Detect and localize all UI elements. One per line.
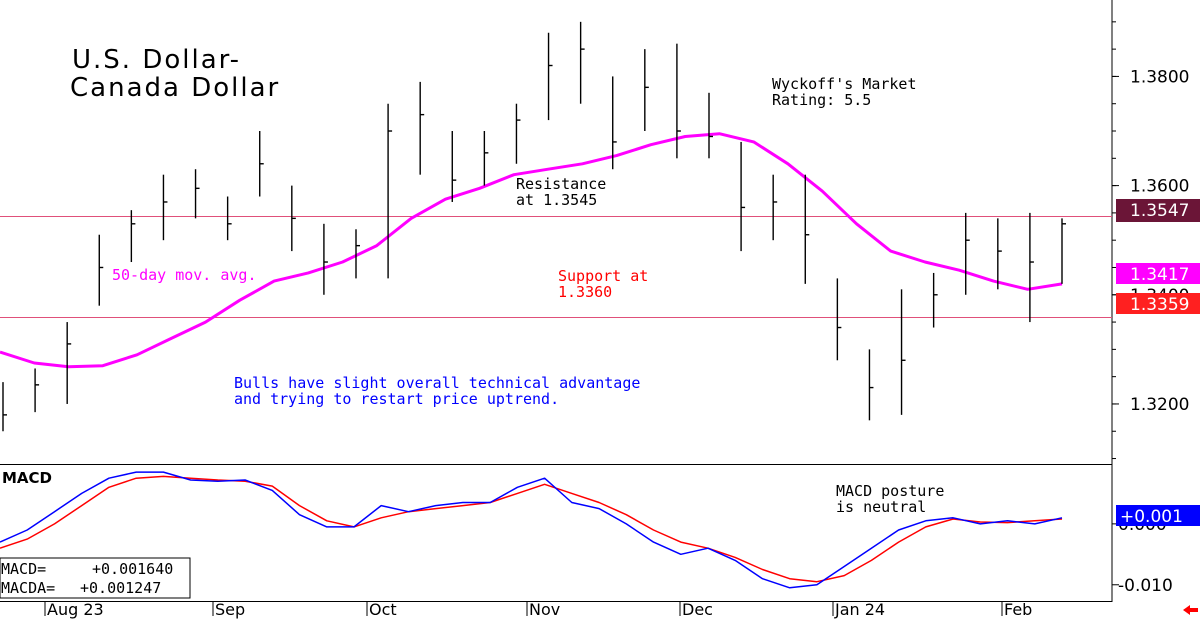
chart-title-line1: U.S. Dollar- [72, 45, 241, 75]
price-bar [547, 32, 553, 121]
macd-values-box: MACD= +0.001640 MACDA= +0.001247 [0, 557, 191, 599]
price-bar [708, 92, 713, 159]
price-bar [162, 174, 168, 241]
price-bar [1061, 218, 1066, 284]
price-bar [997, 218, 1002, 290]
price-bar [579, 21, 585, 104]
macd-panel-title: MACD [2, 469, 52, 487]
price-tick-label: 1.3600 [1130, 177, 1189, 197]
month-label: Dec [682, 600, 713, 619]
support-badge-text: 1.3359 [1130, 295, 1189, 315]
macd-value-label: MACD= [1, 560, 46, 578]
support-label-line1: Support at [558, 267, 648, 285]
price-bar [355, 229, 360, 279]
price-bar [34, 368, 40, 413]
moving-average-layer [0, 132, 1063, 369]
price-bar [226, 196, 232, 241]
resistance-label-line1: Resistance [516, 175, 606, 193]
price-bar [836, 278, 842, 361]
comment-line1: Bulls have slight overall technical adva… [234, 374, 640, 392]
price-bar [932, 272, 938, 328]
month-label: Oct [369, 600, 397, 619]
month-label: Nov [529, 600, 560, 619]
macd-badge: +0.001 [1116, 505, 1200, 527]
chart-title-line2: Canada Dollar [70, 73, 280, 103]
moving-average-badge: 1.3417 [1116, 263, 1200, 285]
macd-tick-label: -0.010 [1118, 576, 1173, 596]
support-label-line2: 1.3360 [558, 283, 612, 301]
moving-average-line [0, 132, 1063, 369]
comment-line2: and trying to restart price uptrend. [234, 390, 559, 408]
macd-series-macda [0, 475, 1063, 583]
macd-note-line1: MACD posture [836, 482, 944, 500]
month-label: Sep [215, 600, 245, 619]
price-bar [900, 289, 906, 415]
support-badge: 1.3359 [1116, 293, 1200, 315]
price-bar [323, 223, 328, 295]
price-bar [965, 212, 970, 295]
rating-line1: Wyckoff's Market [772, 75, 917, 93]
price-bar [804, 174, 810, 284]
macd-note-line2: is neutral [836, 498, 926, 516]
scroll-left-arrow-icon[interactable] [1183, 605, 1198, 615]
moving-average-badge-text: 1.3417 [1130, 265, 1189, 285]
price-bar [419, 81, 425, 175]
macda-value: +0.001247 [80, 579, 161, 597]
price-bar [515, 103, 521, 164]
macda-value-label: MACDA= [1, 579, 55, 597]
price-bar [66, 322, 72, 404]
month-label: Feb [1004, 600, 1032, 619]
moving-average-label: 50-day mov. avg. [112, 266, 257, 284]
price-bar [676, 43, 681, 159]
resistance-label-line2: at 1.3545 [516, 191, 597, 209]
price-bar [98, 234, 104, 306]
price-bar [130, 210, 136, 263]
resistance-badge: 1.3547 [1116, 199, 1200, 222]
macd-lines [0, 471, 1063, 589]
price-bar [2, 382, 7, 432]
price-bars [2, 21, 1066, 432]
month-label: Aug 23 [47, 600, 104, 619]
price-bar [483, 131, 489, 186]
resistance-badge-text: 1.3547 [1130, 201, 1189, 221]
price-bar [194, 169, 200, 219]
price-bar [387, 103, 393, 279]
x-axis: Aug 23 Sep Oct Nov Dec Jan 24 Feb [44, 600, 1032, 619]
price-bar [740, 141, 746, 252]
price-bar [644, 49, 649, 132]
price-tick-label: 1.3200 [1130, 395, 1189, 415]
price-bar [451, 131, 457, 202]
month-label: Jan 24 [834, 600, 885, 619]
price-bar [612, 76, 617, 170]
price-bar [868, 349, 874, 421]
price-bar [1029, 212, 1034, 323]
macd-series-macd [0, 471, 1063, 589]
horizontal-levels [0, 216, 1112, 318]
rating-line2: Rating: 5.5 [772, 91, 871, 109]
price-tick-label: 1.3800 [1130, 67, 1189, 87]
price-bar [259, 131, 264, 197]
price-bar [291, 185, 296, 252]
price-bar [772, 174, 778, 241]
macd-badge-text: +0.001 [1120, 507, 1183, 527]
macd-value: +0.001640 [92, 560, 173, 578]
